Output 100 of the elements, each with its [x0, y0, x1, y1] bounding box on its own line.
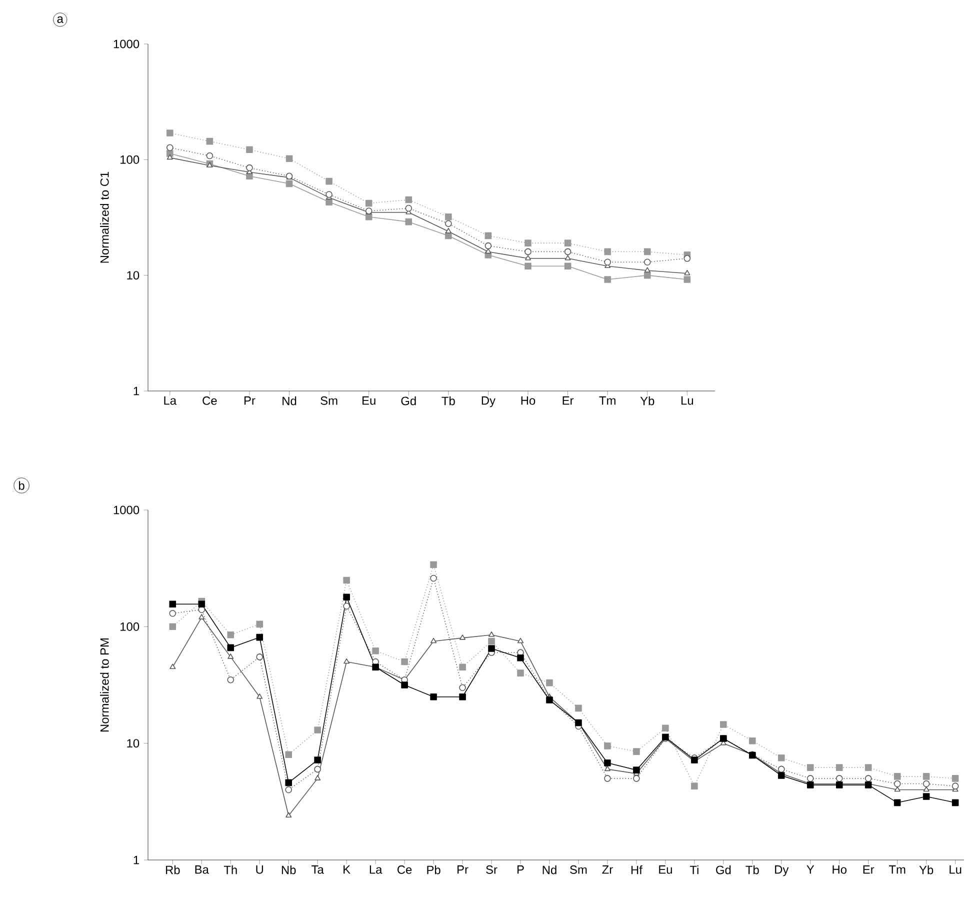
point	[169, 610, 176, 617]
x-tick-label: Ho	[832, 865, 846, 874]
x-tick-label: Gd	[716, 865, 731, 874]
point	[952, 782, 959, 790]
point	[662, 724, 669, 732]
x-tick-label: Zr	[602, 865, 613, 874]
point	[922, 773, 930, 780]
text: b	[18, 481, 24, 490]
y-axis-title: Normalized to C1	[100, 172, 109, 263]
point	[285, 751, 292, 758]
point	[604, 759, 611, 766]
point	[778, 754, 785, 762]
point	[326, 178, 332, 185]
point	[633, 766, 640, 774]
point	[445, 213, 452, 220]
point	[922, 793, 930, 800]
point	[314, 756, 321, 764]
point	[894, 799, 901, 806]
point	[206, 152, 214, 160]
point	[430, 574, 437, 582]
point	[405, 196, 412, 204]
text: a	[57, 16, 64, 23]
point	[836, 764, 843, 771]
point	[365, 200, 372, 207]
point	[644, 267, 650, 272]
x-tick-label: Gd	[401, 396, 416, 406]
point	[778, 772, 785, 779]
x-tick-label: Yb	[919, 865, 934, 874]
point	[169, 600, 176, 608]
point	[524, 240, 532, 246]
point	[684, 276, 691, 283]
point	[285, 786, 292, 794]
point	[564, 262, 572, 270]
point	[525, 255, 531, 260]
point	[445, 228, 452, 234]
x-tick-label: K	[344, 865, 350, 874]
point	[524, 262, 532, 270]
point	[604, 276, 611, 283]
point	[806, 764, 814, 771]
point	[459, 684, 466, 692]
x-tick-label: Ce	[202, 396, 217, 405]
point	[952, 799, 959, 806]
point	[460, 634, 466, 640]
point	[285, 779, 292, 786]
x-tick-label: Dy	[482, 396, 496, 408]
x-tick-label: Eu	[362, 396, 376, 405]
x-tick-label: Nd	[542, 865, 556, 874]
point	[691, 782, 698, 790]
point	[459, 664, 466, 671]
point	[604, 775, 611, 782]
x-tick-label: Nd	[282, 396, 296, 406]
point	[644, 258, 651, 266]
x-tick-label: Ba	[195, 865, 209, 874]
point	[206, 138, 214, 145]
x-tick-label: Pb	[427, 865, 440, 874]
x-tick-label: U	[256, 865, 263, 874]
point	[778, 766, 785, 773]
point	[864, 775, 872, 782]
point	[169, 623, 176, 630]
point	[286, 180, 293, 188]
y-tick-label: 1000	[114, 506, 140, 514]
point	[314, 766, 321, 773]
point	[246, 164, 253, 172]
point	[445, 232, 452, 240]
x-tick-label: Tb	[746, 865, 759, 874]
point	[720, 721, 727, 728]
point	[749, 737, 756, 744]
x-tick-label: Ti	[690, 865, 698, 874]
point	[256, 654, 264, 660]
point	[518, 638, 524, 644]
x-tick-label: Ho	[521, 396, 536, 405]
point	[564, 240, 572, 246]
x-tick-label: Th	[224, 865, 237, 874]
point	[894, 773, 901, 780]
point	[166, 154, 173, 160]
point	[286, 155, 293, 162]
point	[326, 191, 332, 198]
x-tick-label: Pr	[244, 396, 256, 405]
y-axis-title: Normalized to PM	[100, 638, 109, 732]
point	[166, 144, 174, 152]
x-tick-label: Yb	[640, 396, 654, 406]
point	[227, 644, 234, 652]
point	[604, 258, 611, 266]
point	[256, 693, 263, 699]
point	[430, 693, 437, 700]
x-tick-label: Sm	[570, 865, 587, 874]
point	[564, 248, 572, 256]
point	[326, 198, 332, 206]
point	[401, 682, 408, 688]
point	[430, 638, 437, 644]
x-tick-label: Nb	[282, 865, 296, 874]
point	[314, 775, 321, 780]
point	[894, 780, 901, 788]
y-tick-label: 1	[134, 856, 139, 864]
point	[405, 218, 412, 226]
point	[256, 634, 264, 641]
point	[246, 146, 253, 154]
x-tick-label: Rb	[166, 865, 180, 874]
point	[806, 782, 814, 788]
x-tick-label: Hf	[631, 865, 642, 874]
